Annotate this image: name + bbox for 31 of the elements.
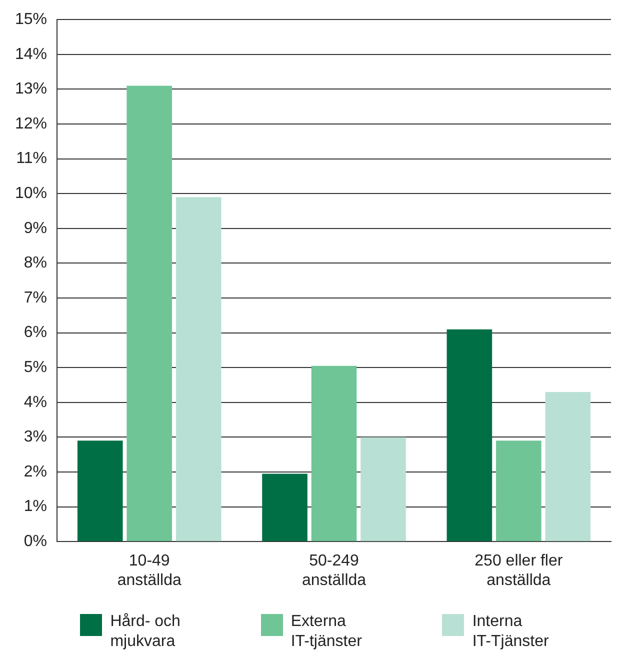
legend-label: Interna IT-Tjänster	[472, 612, 549, 652]
y-tick-label: 12%	[14, 115, 48, 132]
y-tick-label: 8%	[24, 254, 48, 272]
bar	[126, 86, 172, 542]
y-tick-label: 6%	[24, 324, 48, 342]
bar	[176, 197, 222, 542]
y-tick-label: 2%	[24, 463, 48, 480]
y-tick-label: 3%	[24, 428, 48, 446]
y-tick-label: 11%	[16, 150, 48, 168]
y-tick-label: 10%	[14, 185, 48, 202]
x-tick-label: 10-49 anställda	[117, 552, 182, 589]
y-tick-label: 9%	[24, 220, 48, 237]
y-tick-label: 5%	[24, 359, 48, 376]
bar	[311, 366, 357, 542]
y-tick-label: 14%	[14, 46, 48, 63]
y-tick-label: 15%	[14, 11, 48, 28]
bar	[77, 440, 123, 542]
legend-label: Externa IT-tjänster	[290, 612, 362, 652]
bar	[360, 437, 406, 542]
x-tick-label: 50-249 anställda	[302, 552, 366, 589]
bar	[262, 474, 308, 542]
y-tick-label: 4%	[24, 394, 48, 411]
bar	[446, 329, 492, 542]
y-tick-label: 7%	[24, 289, 48, 306]
legend-label: Hård- och mjukvara	[110, 612, 180, 652]
y-tick-label: 1%	[24, 498, 48, 516]
bar	[545, 392, 591, 542]
y-tick-label: 0%	[24, 533, 48, 550]
bar	[496, 440, 542, 542]
y-tick-label: 13%	[14, 80, 48, 98]
x-tick-label: 250 eller fler anställda	[474, 552, 564, 589]
